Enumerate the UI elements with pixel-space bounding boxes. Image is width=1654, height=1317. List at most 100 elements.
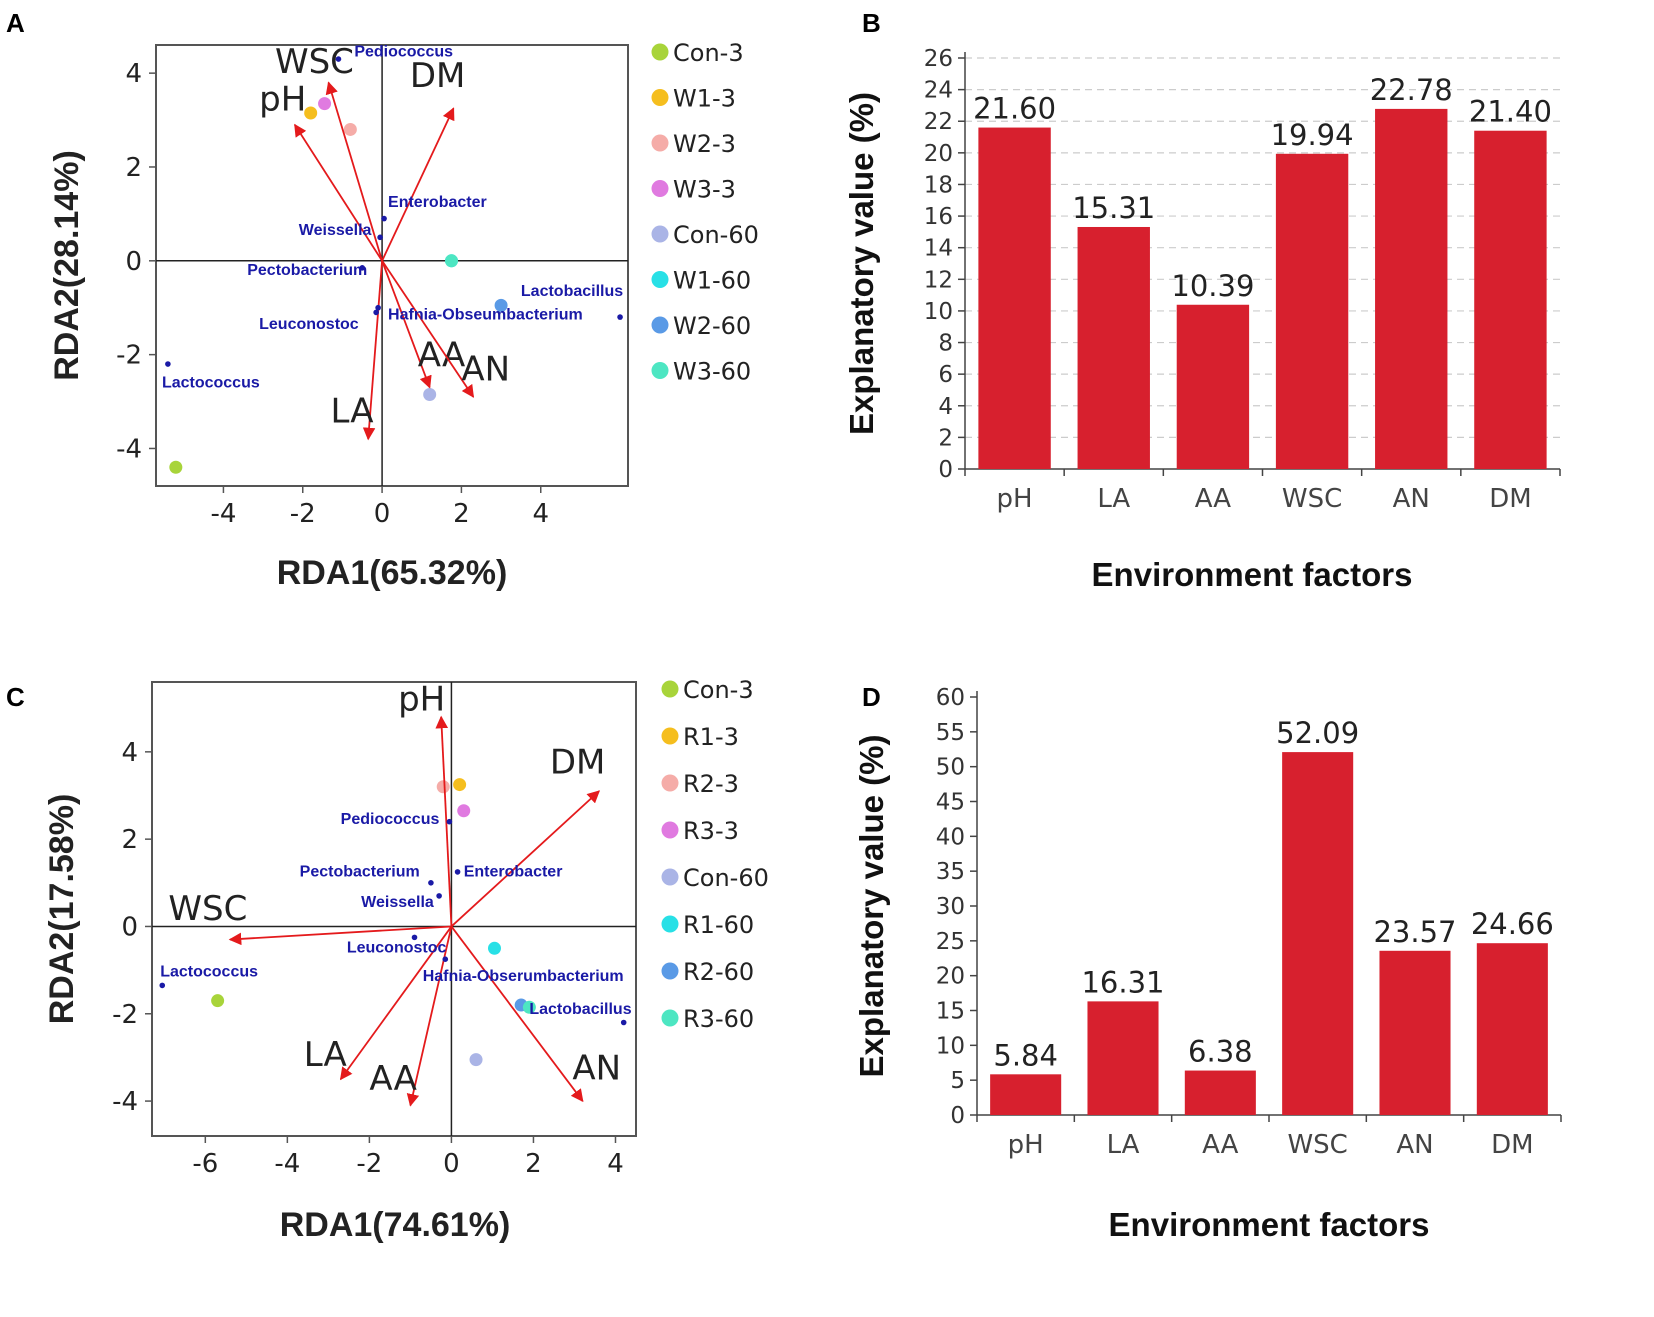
x-tick-label: -4 — [274, 1149, 300, 1179]
bar-value-label: 15.31 — [1072, 191, 1155, 225]
species-point — [165, 361, 171, 367]
env-arrow-dm — [450, 790, 601, 928]
y-tick-label: 35 — [936, 859, 965, 885]
env-arrow-label: WSC — [275, 42, 354, 82]
sample-point-w3-3 — [318, 97, 332, 111]
species-point — [381, 215, 387, 222]
legend-label: Con-3 — [673, 39, 744, 67]
x-tick-label: 4 — [607, 1149, 624, 1179]
env-arrow-label: AN — [461, 349, 510, 389]
legend-marker — [661, 680, 679, 698]
species-label: Hafnia-Obseumbacterium — [388, 306, 583, 323]
env-arrow-label: pH — [398, 679, 445, 719]
bar-dm — [1474, 130, 1547, 469]
legend-marker — [661, 1009, 679, 1027]
legend-marker — [651, 89, 669, 106]
x-category-label: LA — [1097, 484, 1130, 514]
species-label: Enterobacter — [388, 194, 487, 211]
bar-value-label: 24.66 — [1471, 907, 1554, 941]
env-arrow-an — [381, 260, 475, 398]
y-tick-label: 5 — [950, 1068, 965, 1094]
bar-an — [1375, 108, 1448, 470]
species-label: Weissella — [299, 222, 372, 239]
species-label: Lactobacillus — [521, 283, 623, 300]
legend-label: R2-3 — [683, 770, 739, 798]
y-tick-label: 18 — [924, 172, 953, 198]
legend-label: Con-3 — [683, 676, 754, 704]
y-tick-label: -2 — [112, 1000, 138, 1030]
y-tick-label: 15 — [936, 999, 965, 1025]
legend-marker — [661, 727, 679, 745]
bar-la — [1087, 1001, 1159, 1115]
legend-marker — [661, 821, 679, 839]
species-point — [335, 56, 342, 62]
sample-point-con-3 — [211, 994, 225, 1008]
y-tick-label: 4 — [121, 738, 138, 768]
bar-value-label: 22.78 — [1370, 73, 1453, 107]
y-tick-label: 25 — [936, 929, 965, 955]
sample-point-w2-3 — [343, 122, 357, 136]
x-tick-label: 0 — [443, 1149, 460, 1179]
panel-b-bar-chart: 0246810121416182022242621.60pH15.31LA10.… — [843, 46, 1561, 593]
sample-point-con-60 — [469, 1053, 483, 1067]
env-arrow-aa — [406, 926, 453, 1107]
x-category-label: AA — [1195, 484, 1232, 514]
x-tick-label: -6 — [192, 1149, 218, 1179]
sample-point-r1-3 — [453, 778, 467, 792]
env-arrow-la — [339, 925, 453, 1081]
y-axis-title: Explanatory value (%) — [843, 92, 880, 435]
env-arrow-ph — [435, 715, 453, 927]
y-tick-label: -2 — [116, 341, 142, 371]
species-point — [446, 818, 453, 825]
x-category-label: DM — [1489, 484, 1531, 514]
env-arrow-wsc — [228, 925, 452, 946]
y-tick-label: 40 — [936, 824, 965, 850]
species-point — [373, 309, 379, 316]
panel-label-a: A — [6, 8, 25, 38]
bar-value-label: 19.94 — [1271, 118, 1354, 152]
y-tick-label: 16 — [924, 204, 953, 230]
species-point — [411, 934, 418, 941]
y-tick-label: 8 — [938, 331, 953, 357]
env-arrow-label: AA — [369, 1059, 416, 1099]
bar-aa — [1184, 1070, 1256, 1115]
env-arrow-label: DM — [550, 743, 606, 783]
legend-marker — [661, 868, 679, 886]
legend-marker — [651, 134, 669, 152]
bar-value-label: 16.31 — [1081, 965, 1164, 999]
legend-marker — [651, 271, 669, 288]
y-tick-label: 24 — [924, 78, 953, 104]
env-arrow-an — [450, 925, 584, 1103]
legend-label: R1-3 — [683, 723, 739, 751]
species-point — [359, 265, 366, 271]
bar-value-label: 21.60 — [973, 92, 1056, 126]
species-point — [617, 314, 623, 320]
legend-label: W3-3 — [673, 176, 736, 204]
bar-value-label: 10.39 — [1171, 269, 1254, 303]
plot-frame — [151, 681, 637, 1137]
sample-point-w1-3 — [304, 106, 318, 120]
x-category-label: pH — [997, 484, 1033, 514]
legend-label: R1-60 — [683, 911, 754, 939]
bar-wsc — [1282, 752, 1354, 1115]
env-arrow-label: DM — [410, 56, 466, 96]
y-tick-label: 2 — [938, 425, 953, 451]
legend-label: W1-3 — [673, 85, 736, 113]
sample-point-r1-60 — [487, 941, 501, 955]
legend-label: W1-60 — [673, 267, 751, 295]
panel-label-c: C — [6, 682, 25, 712]
y-tick-label: 2 — [125, 153, 142, 183]
species-label: Pediococcus — [341, 811, 440, 828]
legend-label: Con-60 — [673, 221, 759, 249]
species-point — [620, 1019, 627, 1026]
sample-point-r3-3 — [457, 804, 471, 818]
x-category-label: DM — [1491, 1130, 1533, 1160]
panel-c-rda-plot: -6 -4 -2 0 2 4 -4 -2 0 2 4 RDA1(74.61%) RDA2(17.58%)… — [43, 676, 769, 1244]
legend-label: W2-60 — [673, 312, 751, 340]
x-axis-title: Environment factors — [1092, 556, 1413, 593]
y-tick-label: 14 — [924, 236, 953, 262]
env-arrow-aa — [381, 260, 432, 389]
sample-point-w2-60 — [494, 298, 508, 312]
y-tick-label: 30 — [936, 894, 965, 920]
panel-label-b: B — [862, 8, 881, 38]
